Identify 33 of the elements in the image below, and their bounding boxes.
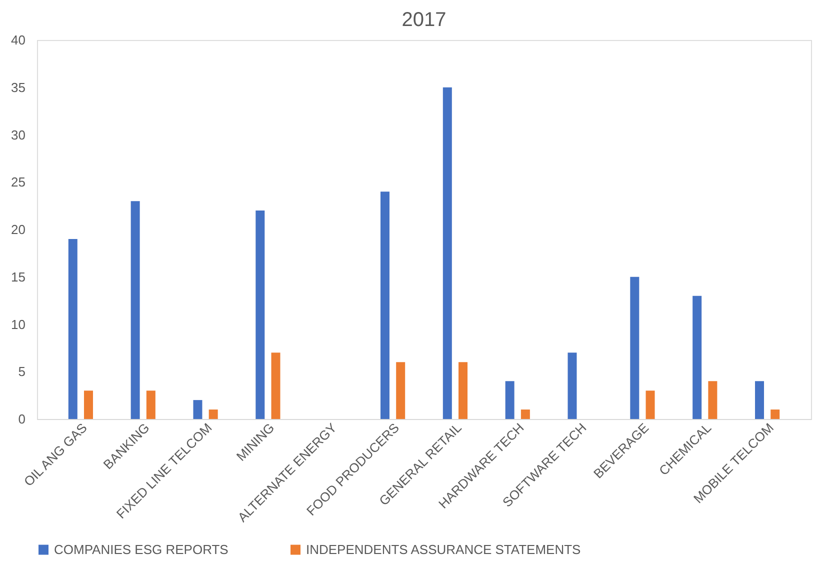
legend-label: INDEPENDENTS ASSURANCE STATEMENTS — [306, 542, 582, 557]
y-tick-label: 5 — [18, 364, 26, 380]
y-tick-label: 30 — [11, 127, 26, 142]
y-tick-label: 25 — [11, 174, 26, 190]
bar — [692, 296, 702, 419]
bar — [130, 201, 140, 419]
legend-label: COMPANIES ESG REPORTS — [54, 542, 229, 557]
y-tick-label: 35 — [11, 80, 26, 95]
bar — [271, 352, 280, 419]
bar — [68, 238, 78, 419]
bar — [84, 390, 93, 419]
bar — [755, 381, 764, 419]
bar — [505, 381, 514, 419]
bar — [208, 410, 218, 419]
bar — [708, 381, 718, 419]
chart-title: 2017 — [402, 9, 446, 31]
y-tick-label: 0 — [18, 412, 26, 426]
y-tick-label: 20 — [11, 222, 26, 237]
bar — [458, 362, 468, 419]
bar — [396, 362, 406, 419]
bar — [568, 352, 577, 419]
bar — [146, 390, 156, 419]
y-tick-label: 10 — [11, 316, 26, 332]
bar — [630, 276, 640, 419]
bar — [770, 410, 780, 419]
y-tick-label: 15 — [11, 269, 26, 284]
bar — [193, 400, 202, 419]
bar — [520, 410, 530, 419]
y-tick-label: 40 — [11, 32, 26, 48]
bar — [646, 390, 655, 419]
bar — [442, 87, 452, 419]
bar — [256, 210, 265, 419]
bar — [380, 192, 390, 419]
